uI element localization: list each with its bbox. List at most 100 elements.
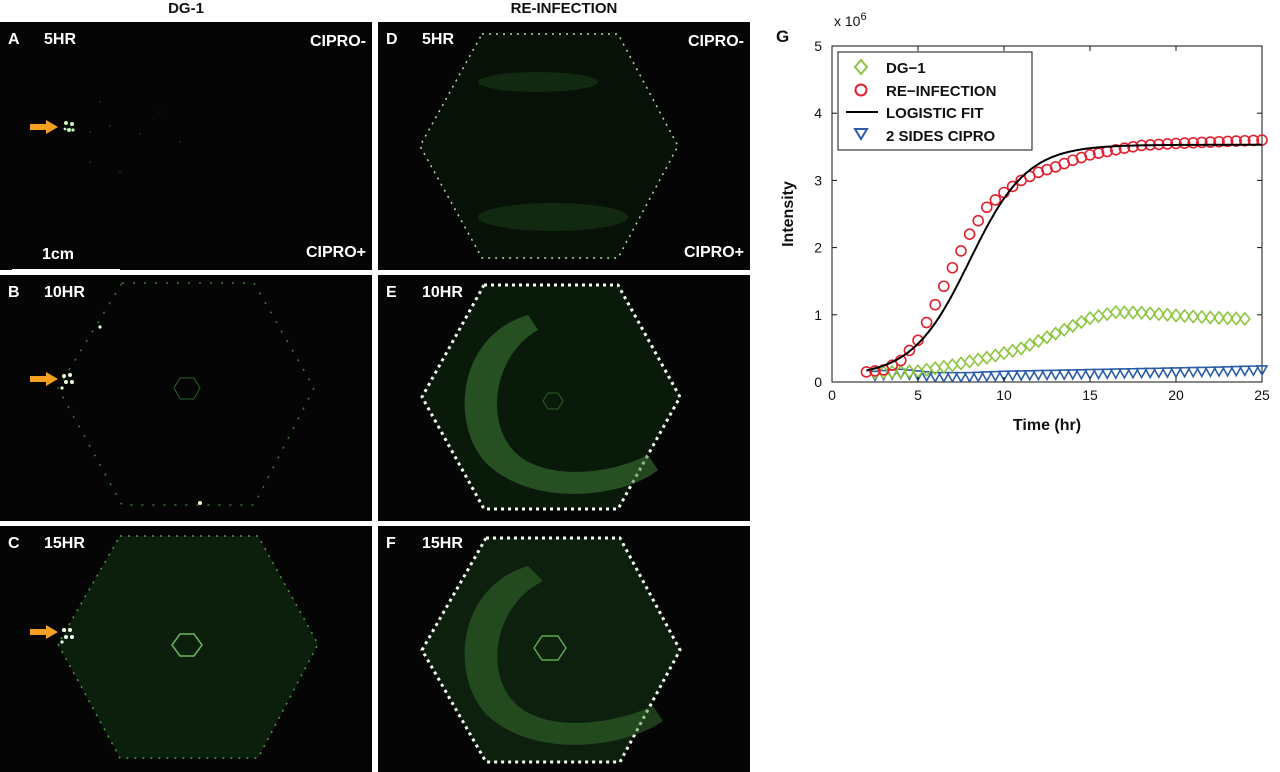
data-point-dg1: [1204, 310, 1217, 325]
faint-grid: [68, 100, 182, 174]
inner-hexagon: [173, 377, 201, 400]
panel-letter: D: [386, 31, 398, 48]
data-point-dg1: [1032, 333, 1045, 349]
data-point-two-sides-cipro: [1178, 366, 1191, 379]
panel-time: 15HR: [44, 535, 85, 552]
data-point-dg1: [1161, 307, 1174, 323]
panel-c: C 15HR: [0, 526, 372, 772]
data-point-two-sides-cipro: [1135, 367, 1148, 380]
data-point-dg1: [1049, 326, 1062, 341]
y-axis-label: Intensity: [780, 181, 797, 247]
data-point-two-sides-cipro: [1083, 368, 1097, 381]
colony-cluster: [60, 628, 74, 644]
column-title-dg1: DG-1: [168, 0, 204, 17]
x-axis-label: Time (hr): [1013, 417, 1081, 434]
panel-d: D 5HR CIPRO- CIPRO+: [378, 22, 750, 270]
data-point-two-sides-cipro: [1057, 369, 1071, 381]
data-point-two-sides-cipro: [1152, 367, 1166, 379]
data-point-dg1: [1075, 314, 1088, 330]
data-point-two-sides-cipro: [1075, 368, 1088, 381]
data-point-two-sides-cipro: [1169, 367, 1183, 379]
hexagon-outline: [419, 33, 679, 259]
scale-bar: [12, 269, 120, 270]
data-point-two-sides-cipro: [1023, 369, 1037, 382]
data-point-reinfection: [1127, 141, 1139, 153]
data-point-two-sides-cipro: [1032, 369, 1045, 382]
data-point-two-sides-cipro: [928, 371, 942, 384]
data-point-dg1: [1212, 310, 1226, 326]
data-point-two-sides-cipro: [1040, 369, 1054, 382]
legend-label-logistic: LOGISTIC FIT: [886, 105, 984, 122]
data-point-two-sides-cipro: [1247, 365, 1260, 377]
arrow-icon: [30, 120, 58, 134]
panel-time: 10HR: [422, 284, 463, 301]
data-point-dg1: [1118, 305, 1131, 320]
panel-time: 5HR: [422, 31, 455, 48]
faint-ring: [478, 72, 598, 92]
inner-hexagon: [542, 392, 564, 410]
data-point-reinfection: [981, 201, 993, 214]
data-point-two-sides-cipro: [1118, 368, 1131, 380]
panel-time: 5HR: [44, 31, 77, 48]
data-point-two-sides-cipro: [1221, 366, 1234, 378]
data-point-reinfection: [963, 228, 976, 240]
data-point-two-sides-cipro: [1126, 367, 1140, 380]
data-point-reinfection: [860, 366, 873, 378]
chart-panel-letter: G: [776, 27, 789, 46]
x-tick-label: 15: [1082, 387, 1098, 403]
data-point-reinfection: [912, 334, 924, 347]
data-point-reinfection: [1161, 138, 1174, 150]
data-point-two-sides-cipro: [920, 370, 933, 383]
panel-time: 15HR: [422, 535, 463, 552]
data-point-two-sides-cipro: [1100, 368, 1114, 380]
data-point-reinfection: [903, 344, 916, 357]
data-point-dg1: [1230, 311, 1243, 326]
inner-hexagon: [533, 635, 567, 661]
data-point-two-sides-cipro: [1195, 366, 1209, 379]
data-point-dg1: [1178, 308, 1191, 324]
data-point-dg1: [903, 364, 916, 379]
data-point-reinfection: [1178, 137, 1191, 149]
panel-letter: C: [8, 535, 20, 552]
data-point-dg1: [1058, 322, 1071, 338]
data-point-dg1: [894, 364, 907, 380]
data-point-dg1: [1144, 306, 1157, 321]
panel-c-image: [57, 535, 319, 759]
data-point-reinfection: [955, 245, 967, 257]
legend-label-two-sides-cipro: 2 SIDES CIPRO: [886, 128, 996, 145]
data-point-dg1: [1221, 310, 1234, 326]
data-point-reinfection: [929, 298, 941, 311]
data-point-reinfection: [1195, 136, 1208, 149]
legend: DG−1 RE−INFECTION LOGISTIC FIT 2 SIDES C…: [837, 51, 1033, 151]
panel-time: 10HR: [44, 284, 85, 301]
panel-a-image: [63, 100, 182, 174]
panel-d-image: [419, 33, 679, 259]
cipro-plus-label: CIPRO+: [683, 244, 744, 261]
data-point-dg1: [1126, 305, 1140, 320]
y-tick-label: 3: [814, 172, 822, 188]
hexagon-outline: [57, 535, 319, 759]
panel-a: A 5HR CIPRO- CIPRO+ 1cm: [0, 22, 372, 270]
x-tick-label: 0: [828, 387, 836, 403]
panel-b: B 10HR: [0, 275, 372, 521]
chart-ticks: 0 5 10 15 20 25 0 1 2 3 4 5: [814, 38, 1270, 403]
arrow-icon: [30, 625, 58, 639]
arrow-icon: [30, 372, 58, 386]
hexagon-outline: [57, 282, 315, 506]
data-point-reinfection: [1187, 136, 1200, 149]
legend-diamond-icon: [853, 58, 869, 76]
data-point-two-sides-cipro: [1229, 365, 1243, 378]
data-point-dg1: [1169, 308, 1183, 323]
data-point-reinfection: [1170, 137, 1182, 150]
infection-crescent: [464, 566, 663, 745]
data-point-reinfection: [1006, 180, 1019, 193]
data-point-two-sides-cipro: [1014, 370, 1028, 382]
chart-marks: [860, 134, 1269, 384]
infection-crescent: [464, 315, 658, 494]
legend-box: [837, 51, 1033, 151]
intensity-chart: G x 106 0 5 10 15 20 25 0 1 2 3 4 5 Time (hr) Inten…: [776, 11, 1270, 434]
panel-f-image: [420, 536, 682, 764]
data-point-two-sides-cipro: [1109, 368, 1123, 380]
panel-letter: F: [386, 535, 396, 552]
data-point-dg1: [1152, 306, 1165, 322]
